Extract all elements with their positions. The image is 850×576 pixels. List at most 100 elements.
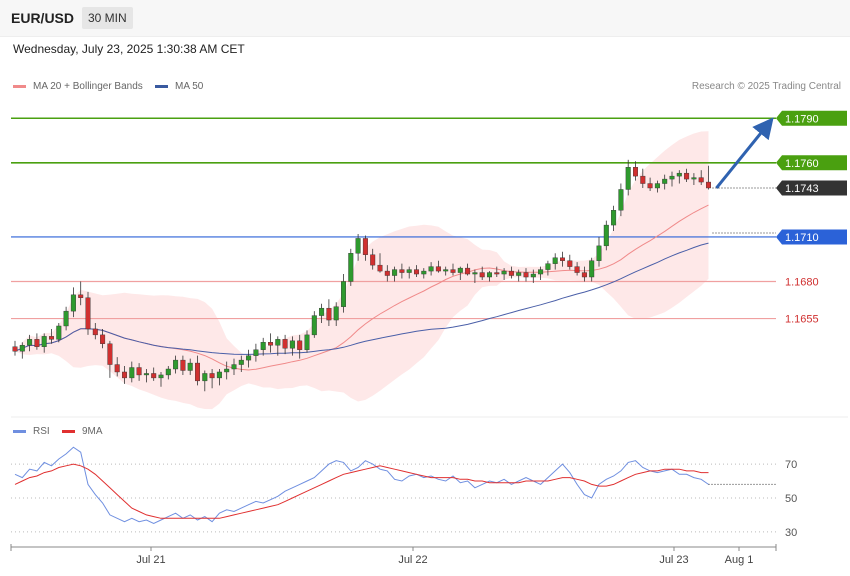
candle-body [311,315,317,336]
time-tick-label: Aug 1 [725,554,754,566]
candle-body [355,238,361,254]
level-label: 1.1680 [785,276,819,288]
candle-body [633,167,639,177]
candle-body [523,272,529,278]
legend-ma50-label: MA 50 [175,81,204,92]
rsi-tick-label: 30 [785,527,797,539]
bollinger-band [15,131,709,410]
candle-body [216,371,222,379]
level-label: 1.1655 [785,314,819,326]
chart-header: EUR/USD 30 MIN [0,0,850,37]
candle-body [392,269,398,276]
candle-body [12,346,18,352]
candle-body [370,254,376,266]
level-label: 1.1710 [785,232,819,244]
time-tick-label: Jul 23 [659,554,688,566]
candle-body [34,339,40,347]
level-label: 1.1743 [785,183,819,195]
candle-body [282,339,288,349]
candle-body [56,325,62,340]
candle-body [107,343,113,365]
level-tag [776,155,847,171]
ma50-swatch-icon [155,85,168,88]
candle-body [435,266,441,272]
candle-body [618,189,624,211]
candle-body [406,269,412,273]
level-tag [776,229,847,245]
candle-body [640,175,646,184]
candle-body [143,373,149,376]
candle-body [494,272,500,275]
candle-body [530,273,536,278]
candle-body [684,172,690,180]
candle-body [304,334,310,350]
candle-body [231,364,237,370]
legend-ma20-label: MA 20 + Bollinger Bands [33,81,143,92]
rsi-swatch-icon [13,430,26,433]
level-label: 1.1790 [785,113,819,125]
legend-ma20: MA 20 + Bollinger Bands [13,81,143,92]
legend-rsi-label: RSI [33,426,50,437]
legend-rsi: RSI [13,426,50,437]
chart-datetime: Wednesday, July 23, 2025 1:30:38 AM CET [13,42,245,56]
candle-body [275,339,281,346]
candle-body [654,183,660,189]
candle-body [399,269,405,273]
candle-body [377,264,383,272]
candle-body [224,368,230,373]
candle-body [603,224,609,247]
candle-body [129,367,135,379]
rsi-tick-label: 70 [785,459,797,471]
candle-body [362,238,368,255]
ma50-line [14,242,709,355]
candle-body [333,306,339,321]
candle-body [158,374,164,379]
candle-body [465,267,471,275]
candle-body [136,367,142,376]
research-credit: Research © 2025 Trading Central [691,81,841,92]
candle-body [63,310,69,327]
candle-body [589,260,595,278]
candle-body [253,349,259,356]
candle-body [121,371,127,379]
level-tag [776,110,847,126]
candle-body [472,272,478,275]
candle-body [180,359,186,371]
candle-body [676,172,682,177]
candle-body [85,297,91,330]
legend-9ma-label: 9MA [82,426,103,437]
candle-body [41,336,47,347]
candle-body [173,359,179,370]
9ma-swatch-icon [62,430,75,433]
interval-badge[interactable]: 30 MIN [82,7,133,29]
candle-body [268,342,274,346]
candle-body [414,269,420,275]
candle-body [187,362,193,371]
candle-body [100,334,106,344]
rsi-tick-label: 50 [785,493,797,505]
candle-body [508,270,514,276]
candle-body [611,210,617,226]
forecast-arrow [715,117,774,189]
candle-body [669,175,675,180]
legend-ma50: MA 50 [155,81,203,92]
candle-body [698,177,704,183]
candle-body [297,340,303,350]
candle-body [428,266,434,272]
candle-body [450,269,456,273]
candle-body [319,307,325,316]
candle-body [151,373,157,379]
candle-body [479,272,485,278]
candle-body [70,294,76,312]
candle-body [662,178,668,184]
candle-body [49,336,55,340]
candle-body [560,257,566,261]
candle-body [202,373,208,382]
level-label: 1.1760 [785,158,819,170]
time-tick-label: Jul 22 [398,554,427,566]
candle-body [647,183,653,189]
legend-9ma: 9MA [62,426,103,437]
candle-body [92,328,98,336]
rsi-9ma-line [14,463,709,519]
